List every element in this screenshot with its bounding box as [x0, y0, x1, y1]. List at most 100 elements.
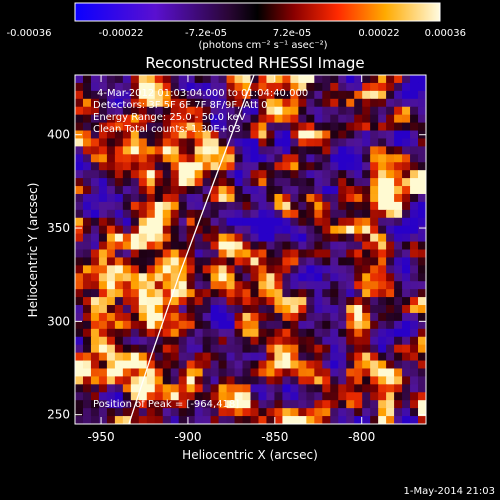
heatmap-cell	[266, 312, 276, 322]
heatmap-cell	[274, 376, 284, 385]
heatmap-cell	[138, 178, 148, 187]
heatmap-cell	[346, 360, 355, 370]
heatmap-cell	[90, 297, 100, 306]
heatmap-cell	[370, 130, 379, 140]
heatmap-cell	[362, 249, 371, 259]
heatmap-cell	[82, 312, 92, 322]
heatmap-cell	[226, 336, 236, 346]
heatmap-cell	[90, 106, 100, 116]
heatmap-cell	[306, 138, 315, 147]
heatmap-cell	[418, 312, 426, 322]
heatmap-cell	[130, 146, 140, 155]
heatmap-cell	[290, 209, 299, 219]
heatmap-cell	[418, 146, 426, 155]
heatmap-cell	[202, 186, 212, 195]
heatmap-cell	[330, 297, 339, 306]
heatmap-cell	[170, 225, 180, 235]
heatmap-cell	[418, 186, 426, 195]
heatmap-cell	[266, 98, 276, 108]
heatmap-cell	[98, 170, 108, 179]
annotation-energy-range: Energy Range: 25.0 - 50.0 keV	[93, 112, 246, 123]
heatmap-cell	[394, 328, 403, 338]
heatmap-cell	[362, 312, 371, 322]
heatmap-cell	[146, 233, 156, 243]
heatmap-cell	[162, 312, 172, 322]
heatmap-cell	[250, 289, 260, 298]
heatmap-cell	[130, 265, 140, 274]
heatmap-cell	[98, 376, 108, 385]
heatmap-cell	[114, 376, 124, 385]
heatmap-cell	[194, 186, 204, 195]
heatmap-cell	[90, 312, 100, 322]
heatmap-cell	[306, 320, 315, 330]
heatmap-cell	[306, 281, 315, 290]
heatmap-cell	[114, 257, 124, 266]
heatmap-cell	[274, 178, 284, 187]
heatmap-cell	[218, 170, 228, 179]
heatmap-cell	[106, 392, 116, 401]
heatmap-cell	[306, 257, 315, 266]
heatmap-cell	[114, 98, 124, 108]
heatmap-cell	[226, 122, 236, 132]
heatmap-cell	[186, 114, 196, 124]
heatmap-cell	[338, 106, 347, 116]
heatmap-cell	[274, 193, 284, 203]
heatmap-cell	[186, 368, 196, 378]
heatmap-cell	[306, 297, 315, 306]
heatmap-cell	[378, 162, 387, 171]
heatmap-cell	[75, 249, 84, 259]
heatmap-cell	[250, 98, 260, 108]
heatmap-cell	[378, 312, 387, 322]
heatmap-cell	[290, 265, 299, 274]
heatmap-cell	[298, 305, 307, 314]
heatmap-cell	[378, 360, 387, 370]
heatmap-cell	[170, 130, 180, 140]
heatmap-cell	[146, 360, 156, 370]
heatmap-cell	[122, 392, 132, 401]
heatmap-cell	[186, 281, 196, 290]
heatmap-cell	[90, 416, 100, 424]
heatmap-cell	[266, 352, 276, 362]
heatmap-cell	[122, 130, 132, 140]
heatmap-cell	[98, 106, 108, 116]
heatmap-cell	[194, 209, 204, 219]
heatmap-cell	[290, 170, 299, 179]
heatmap-cell	[202, 408, 212, 417]
heatmap-cell	[402, 273, 411, 282]
heatmap-cell	[90, 241, 100, 251]
heatmap-cell	[370, 193, 379, 203]
heatmap-cell	[346, 217, 355, 227]
heatmap-cell	[218, 106, 228, 116]
heatmap-cell	[394, 154, 403, 163]
heatmap-cell	[162, 281, 172, 290]
heatmap-cell	[362, 360, 371, 370]
heatmap-cell	[370, 82, 379, 92]
heatmap-cell	[354, 106, 363, 116]
heatmap-cell	[258, 376, 268, 385]
heatmap-cell	[75, 344, 84, 354]
heatmap-cell	[202, 106, 212, 116]
heatmap-cell	[394, 209, 403, 219]
heatmap-cell	[242, 408, 252, 417]
heatmap-cell	[154, 360, 164, 370]
heatmap-cell	[402, 368, 411, 378]
heatmap-cell	[410, 170, 419, 179]
heatmap-cell	[122, 233, 132, 243]
heatmap-cell	[418, 193, 426, 203]
heatmap-cell	[226, 170, 236, 179]
heatmap-cell	[234, 289, 244, 298]
heatmap-cell	[242, 154, 252, 163]
heatmap-cell	[330, 289, 339, 298]
heatmap-cell	[402, 186, 411, 195]
heatmap-cell	[202, 114, 212, 124]
heatmap-cell	[106, 209, 116, 219]
heatmap-cell	[226, 146, 236, 155]
heatmap-cell	[338, 90, 347, 100]
heatmap-cell	[114, 122, 124, 132]
heatmap-cell	[378, 328, 387, 338]
heatmap-cell	[370, 297, 379, 306]
heatmap-cell	[322, 400, 331, 409]
heatmap-cell	[274, 408, 284, 417]
heatmap-cell	[162, 186, 172, 195]
heatmap-cell	[298, 201, 307, 211]
